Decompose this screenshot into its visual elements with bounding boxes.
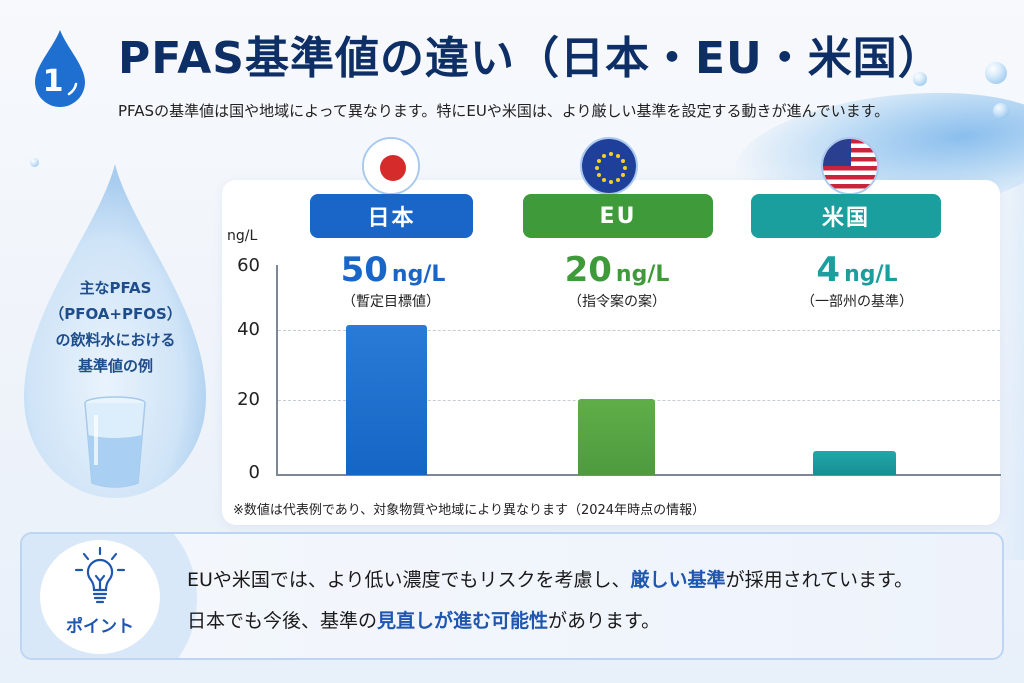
value-number: 4 — [816, 250, 841, 290]
y-tick-20: 20 — [237, 389, 260, 410]
bar-eu — [578, 399, 655, 475]
text-segment: があります。 — [548, 610, 661, 632]
highlight-text: 見直しが進む可能性 — [377, 610, 549, 632]
eu-flag-icon — [580, 137, 638, 195]
highlight-text: 厳しい基準 — [630, 569, 726, 591]
chart-footnote: ※数値は代表例であり、対象物質や地域により異なります（2024年時点の情報） — [233, 503, 706, 518]
point-text-line-1: EUや米国では、より低い濃度でもリスクを考慮し、厳しい基準が採用されています。 — [187, 565, 913, 592]
value-japan: 50 ng/L — [273, 250, 513, 290]
y-tick-0: 0 — [248, 462, 260, 483]
country-label-eu: EU — [523, 194, 713, 238]
value-eu: 20 ng/L — [497, 250, 737, 290]
caption-line: （PFOA+PFOS） — [49, 305, 182, 323]
note-us: （一部州の基準） — [801, 294, 913, 310]
point-callout: ポイント EUや米国では、より低い濃度でもリスクを考慮し、厳しい基準が採用されて… — [20, 532, 1004, 660]
bubble-icon — [30, 158, 39, 167]
step-number: 1 — [42, 64, 64, 99]
text-segment: が採用されています。 — [725, 569, 914, 591]
country-label-us: 米国 — [751, 194, 941, 238]
gridline-40 — [278, 330, 1000, 331]
page-subtitle: PFASの基準値は国や地域によって異なります。特にEUや米国は、より厳しい基準を… — [118, 102, 890, 120]
us-flag-icon — [821, 137, 879, 195]
side-water-drop-icon — [24, 164, 206, 498]
value-unit: ng/L — [615, 262, 670, 287]
value-unit: ng/L — [391, 262, 446, 287]
point-label: ポイント — [66, 617, 134, 637]
bubble-icon — [985, 62, 1007, 84]
bubble-icon — [913, 72, 927, 86]
bar-japan — [346, 325, 427, 475]
bubble-icon — [993, 103, 1009, 119]
caption-line: 主なPFAS — [79, 279, 152, 297]
caption-line: の飲料水における — [55, 331, 176, 349]
japan-flag-icon — [362, 137, 420, 195]
text-segment: EUや米国では、より低い濃度でもリスクを考慮し、 — [187, 569, 631, 591]
step-number-drop-icon — [35, 30, 85, 107]
side-panel-caption: 主なPFAS （PFOA+PFOS） の飲料水における 基準値の例 — [18, 275, 213, 379]
page-title: PFAS基準値の違い（日本・EU・米国） — [118, 33, 943, 84]
note-japan: （暫定目標値） — [342, 294, 440, 310]
bar-us — [813, 451, 896, 475]
value-unit: ng/L — [844, 262, 898, 287]
y-tick-60: 60 — [237, 255, 260, 276]
country-label-japan: 日本 — [310, 194, 473, 238]
y-axis-unit-label: ng/L — [227, 228, 258, 244]
water-glass-icon — [84, 396, 146, 488]
x-axis — [276, 474, 1001, 476]
value-number: 20 — [564, 250, 612, 290]
value-us: 4 ng/L — [737, 250, 977, 290]
value-number: 50 — [340, 250, 388, 290]
caption-line: 基準値の例 — [77, 357, 153, 375]
note-eu: （指令案の案） — [568, 294, 666, 310]
y-tick-40: 40 — [237, 319, 260, 340]
text-segment: 日本でも今後、基準の — [187, 610, 378, 632]
y-axis — [276, 265, 278, 476]
lightbulb-icon — [74, 546, 126, 604]
point-text-line-2: 日本でも今後、基準の見直しが進む可能性があります。 — [187, 606, 660, 633]
